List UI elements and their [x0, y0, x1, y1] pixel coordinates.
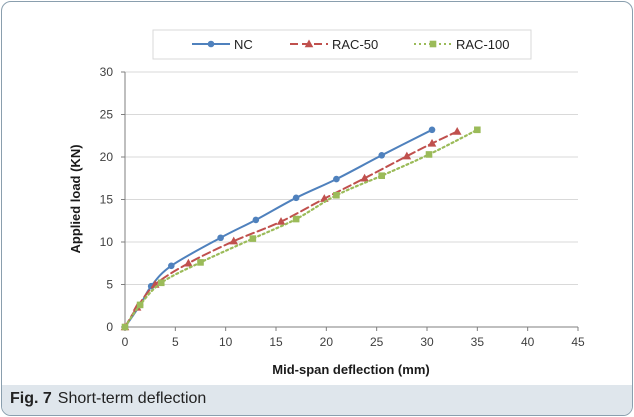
point-nc-7 — [333, 175, 340, 183]
point-nc-8 — [378, 152, 386, 159]
legend-marker-rac-50 — [304, 39, 314, 48]
x-tick-label-9: 45 — [571, 335, 585, 349]
x-tick-label-2: 10 — [219, 335, 233, 349]
point-rac-100-6 — [333, 191, 340, 199]
legend-marker-nc — [207, 40, 215, 48]
x-tick-label-6: 30 — [420, 335, 434, 349]
y-tick-label-4: 20 — [100, 150, 114, 164]
point-rac-100-8 — [425, 151, 433, 158]
legend-label-rac-100: RAC-100 — [456, 37, 509, 52]
y-tick-label-5: 25 — [100, 108, 114, 122]
y-tick-label-1: 5 — [106, 278, 113, 292]
x-tick-label-4: 20 — [320, 335, 334, 349]
legend-marker-rac-100 — [429, 40, 437, 48]
figure-caption: Fig. 7 Short-term deflection — [10, 390, 206, 408]
grid — [125, 71, 578, 285]
point-rac-50-5 — [276, 217, 286, 225]
series-line-rac-100 — [123, 128, 479, 329]
series-layer — [120, 126, 481, 331]
legend: NC RAC-50 RAC-100 — [192, 37, 509, 52]
point-nc-9 — [428, 126, 436, 134]
x-tick-label-3: 15 — [269, 335, 283, 349]
x-axis-title: Mid-span deflection (mm) — [272, 362, 429, 377]
y-tick-label-2: 10 — [100, 235, 114, 249]
y-tick-label-3: 15 — [100, 193, 114, 207]
point-rac-50-3 — [184, 258, 193, 267]
series-line-rac-50 — [124, 130, 459, 328]
legend-label-rac-50: RAC-50 — [332, 37, 378, 52]
legend-label-nc: NC — [234, 37, 253, 52]
chart: NC RAC-50 RAC-100 0 5 10 15 20 25 30 0 5 10 15 20 25 30… — [68, 29, 585, 377]
point-rac-100-0 — [121, 323, 129, 331]
tick-labels: 0 5 10 15 20 25 30 0 5 10 15 20 25 30 35 40 45 — [100, 65, 585, 349]
point-rac-50-8 — [402, 151, 412, 160]
point-rac-50-10 — [452, 127, 462, 135]
axes — [121, 71, 579, 331]
point-rac-100-5 — [292, 215, 300, 223]
point-rac-100-4 — [249, 235, 257, 242]
caption-bar: Fig. 7 Short-term deflection — [2, 385, 632, 415]
point-rac-100-9 — [474, 126, 481, 134]
point-rac-100-7 — [378, 172, 385, 179]
point-rac-50-4 — [229, 236, 239, 245]
point-rac-100-1 — [136, 301, 144, 309]
y-tick-label-0: 0 — [106, 320, 113, 334]
point-rac-100-3 — [197, 259, 204, 266]
point-nc-6 — [292, 194, 300, 202]
x-tick-label-7: 35 — [471, 335, 485, 349]
y-axis-title: Applied load (KN) — [68, 144, 83, 253]
point-nc-5 — [252, 216, 260, 224]
point-nc-4 — [217, 234, 224, 242]
caption-text: Short-term deflection — [57, 390, 207, 407]
x-tick-label-8: 40 — [521, 335, 535, 349]
point-rac-100-2 — [157, 279, 165, 287]
x-tick-label-5: 25 — [370, 335, 384, 349]
y-tick-label-6: 30 — [100, 65, 114, 79]
point-nc-3 — [168, 262, 175, 270]
point-rac-50-7 — [360, 173, 369, 182]
x-tick-label-0: 0 — [122, 335, 129, 349]
point-rac-50-9 — [427, 138, 437, 147]
x-tick-label-1: 5 — [172, 335, 179, 349]
caption-label: Fig. 7 — [10, 390, 52, 407]
